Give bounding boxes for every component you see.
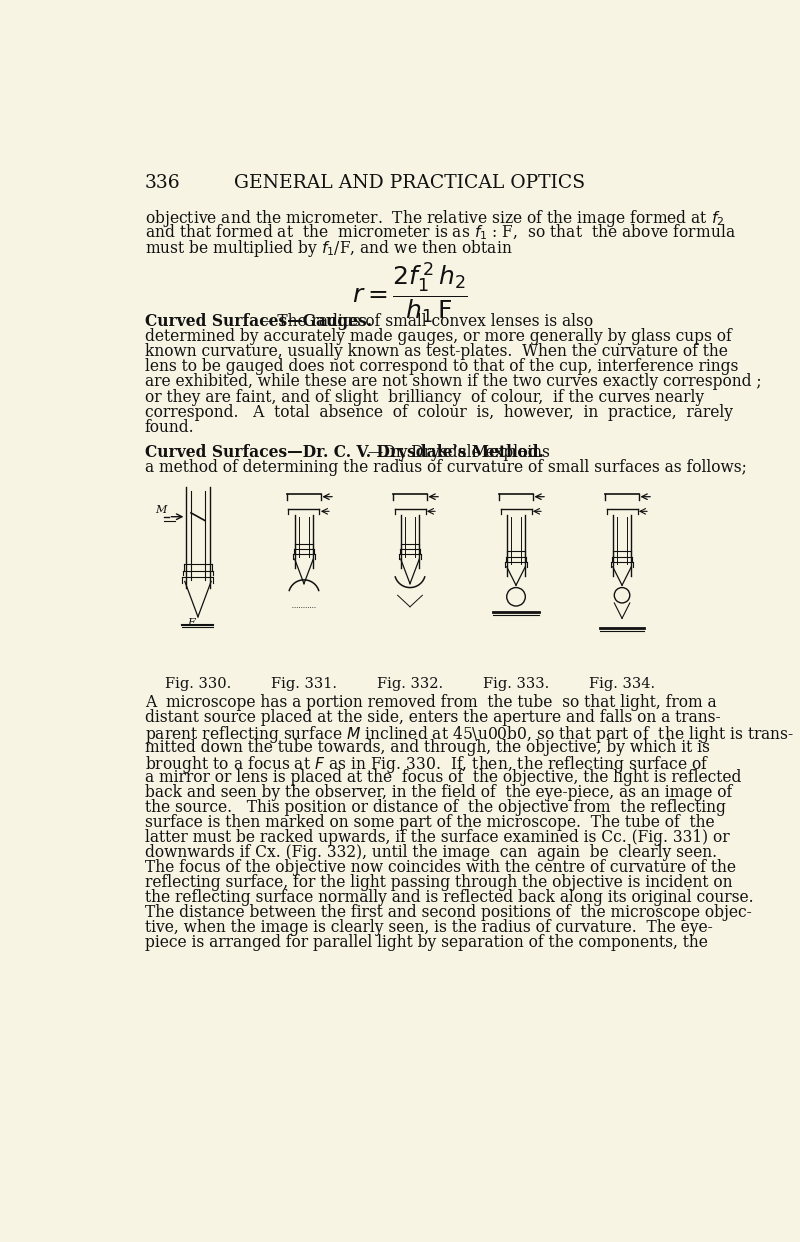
Text: and that formed at  the  micrometer is as $f_1$ : F,  so that  the above formula: and that formed at the micrometer is as … xyxy=(145,222,736,242)
Text: found.: found. xyxy=(145,419,194,436)
Text: the reflecting surface normally and is reflected back along its original course.: the reflecting surface normally and is r… xyxy=(145,889,754,905)
Text: lens to be gauged does not correspond to that of the cup, interference rings: lens to be gauged does not correspond to… xyxy=(145,359,738,375)
Text: back and seen by the observer, in the field of  the eye-piece, as an image of: back and seen by the observer, in the fi… xyxy=(145,784,732,801)
Text: A  microscope has a portion removed from  the tube  so that light, from a: A microscope has a portion removed from … xyxy=(145,694,717,710)
Text: —The radius of small convex lenses is also: —The radius of small convex lenses is al… xyxy=(262,313,593,330)
Text: The focus of the objective now coincides with the centre of curvature of the: The focus of the objective now coincides… xyxy=(145,859,736,876)
Text: determined by accurately made gauges, or more generally by glass cups of: determined by accurately made gauges, or… xyxy=(145,328,732,345)
Text: tive, when the image is clearly seen, is the radius of curvature.  The eye-: tive, when the image is clearly seen, is… xyxy=(145,919,713,936)
Text: M: M xyxy=(155,505,167,515)
Text: Fig. 332.: Fig. 332. xyxy=(377,677,443,691)
Text: The distance between the first and second positions of  the microscope objec-: The distance between the first and secon… xyxy=(145,904,752,922)
Text: distant source placed at the side, enters the aperture and falls on a trans-: distant source placed at the side, enter… xyxy=(145,709,721,725)
Text: known curvature, usually known as test-plates.  When the curvature of the: known curvature, usually known as test-p… xyxy=(145,344,728,360)
Text: surface is then marked on some part of the microscope.  The tube of  the: surface is then marked on some part of t… xyxy=(145,814,714,831)
Text: reflecting surface, for the light passing through the objective is incident on: reflecting surface, for the light passin… xyxy=(145,874,733,891)
Text: a method of determining the radius of curvature of small surfaces as follows;: a method of determining the radius of cu… xyxy=(145,460,747,477)
Text: the source.   This position or distance of  the objective from  the reflecting: the source. This position or distance of… xyxy=(145,799,726,816)
Text: GENERAL AND PRACTICAL OPTICS: GENERAL AND PRACTICAL OPTICS xyxy=(234,174,586,191)
Text: must be multiplied by $f_1$/F, and we then obtain: must be multiplied by $f_1$/F, and we th… xyxy=(145,237,513,258)
Text: F: F xyxy=(187,619,195,628)
Text: objective and the micrometer.  The relative size of the image formed at $f_2$: objective and the micrometer. The relati… xyxy=(145,207,724,229)
Text: 336: 336 xyxy=(145,174,181,191)
Text: Fig. 331.: Fig. 331. xyxy=(271,677,337,691)
Text: or they are faint, and of slight  brilliancy  of colour,  if the curves nearly: or they are faint, and of slight brillia… xyxy=(145,389,704,405)
Text: brought to a focus at $F$ as in Fig. 330.  If, then, the reflecting surface of: brought to a focus at $F$ as in Fig. 330… xyxy=(145,754,710,775)
Text: parent reflecting surface $M$ inclined at 45\u00b0, so that part of  the light i: parent reflecting surface $M$ inclined a… xyxy=(145,724,794,745)
Text: —Dr. Drysdale explains: —Dr. Drysdale explains xyxy=(368,445,550,461)
Text: Fig. 333.: Fig. 333. xyxy=(483,677,549,691)
Text: downwards if Cx. (Fig. 332), until the image  can  again  be  clearly seen.: downwards if Cx. (Fig. 332), until the i… xyxy=(145,845,717,861)
Text: $r = \dfrac{2f_1^{\,2}\, h_2}{h_1\,\mathrm{F}}$: $r = \dfrac{2f_1^{\,2}\, h_2}{h_1\,\math… xyxy=(352,261,468,325)
Text: Curved Surfaces—Dr. C. V. Drysdale’s Method.: Curved Surfaces—Dr. C. V. Drysdale’s Met… xyxy=(145,445,544,461)
Text: are exhibited, while these are not shown if the two curves exactly correspond ;: are exhibited, while these are not shown… xyxy=(145,374,762,390)
Text: a mirror or lens is placed at the  focus of  the objective, the light is reflect: a mirror or lens is placed at the focus … xyxy=(145,769,742,786)
Text: Curved Surfaces—Gauges.: Curved Surfaces—Gauges. xyxy=(145,313,372,330)
Text: piece is arranged for parallel light by separation of the components, the: piece is arranged for parallel light by … xyxy=(145,934,708,951)
Text: latter must be racked upwards, if the surface examined is Cc. (Fig. 331) or: latter must be racked upwards, if the su… xyxy=(145,828,730,846)
Text: correspond.   A  total  absence  of  colour  is,  however,  in  practice,  rarel: correspond. A total absence of colour is… xyxy=(145,404,733,421)
Text: Fig. 334.: Fig. 334. xyxy=(589,677,655,691)
Text: Fig. 330.: Fig. 330. xyxy=(165,677,231,691)
Text: mitted down the tube towards, and through, the objective, by which it is: mitted down the tube towards, and throug… xyxy=(145,739,710,756)
